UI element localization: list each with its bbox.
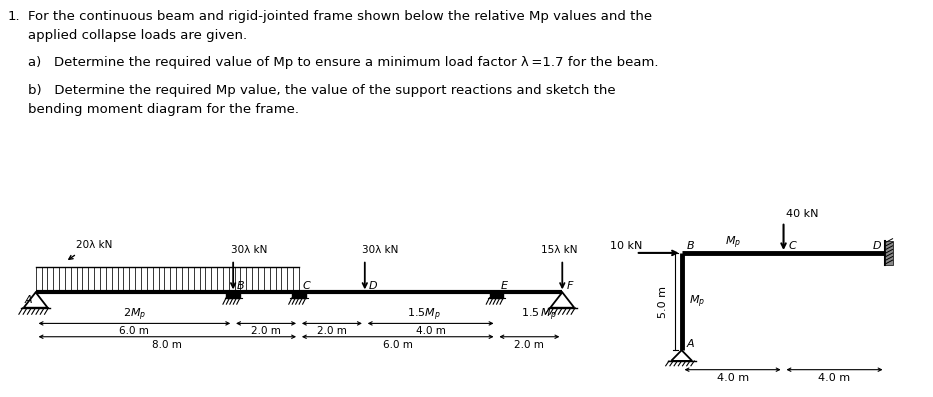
Text: bending moment diagram for the frame.: bending moment diagram for the frame. bbox=[28, 103, 299, 116]
Text: 2.0 m: 2.0 m bbox=[251, 326, 281, 336]
Text: A: A bbox=[686, 339, 694, 349]
Text: $2M_p$: $2M_p$ bbox=[123, 306, 146, 323]
Text: D: D bbox=[873, 241, 882, 251]
Text: B: B bbox=[237, 281, 244, 291]
Text: 20λ kN: 20λ kN bbox=[76, 240, 112, 250]
Text: 10 kN: 10 kN bbox=[610, 241, 643, 251]
Text: $1.5\,M_p$: $1.5\,M_p$ bbox=[522, 306, 557, 323]
Text: b)   Determine the required Mp value, the value of the support reactions and ske: b) Determine the required Mp value, the … bbox=[28, 84, 616, 97]
Text: $M_p$: $M_p$ bbox=[689, 293, 705, 310]
Bar bbox=[292, 292, 306, 298]
Bar bbox=[226, 292, 240, 298]
Text: 8.0 m: 8.0 m bbox=[152, 340, 182, 350]
Text: C: C bbox=[788, 241, 796, 251]
Text: E: E bbox=[500, 281, 508, 291]
Text: a)   Determine the required value of Mp to ensure a minimum load factor λ =1.7 f: a) Determine the required value of Mp to… bbox=[28, 56, 659, 69]
Text: 6.0 m: 6.0 m bbox=[119, 326, 149, 336]
Text: 30λ kN: 30λ kN bbox=[230, 245, 267, 255]
Text: 1.: 1. bbox=[8, 10, 21, 23]
Text: 4.0 m: 4.0 m bbox=[818, 373, 851, 383]
Text: 30λ kN: 30λ kN bbox=[362, 245, 398, 255]
Text: A: A bbox=[25, 295, 33, 304]
Text: 2.0 m: 2.0 m bbox=[317, 326, 347, 336]
Text: $1.5M_p$: $1.5M_p$ bbox=[407, 306, 441, 323]
Bar bbox=[885, 241, 893, 264]
Text: 15λ kN: 15λ kN bbox=[541, 245, 578, 255]
Text: 4.0 m: 4.0 m bbox=[717, 373, 748, 383]
Text: B: B bbox=[686, 241, 694, 251]
Text: 6.0 m: 6.0 m bbox=[383, 340, 412, 350]
Text: applied collapse loads are given.: applied collapse loads are given. bbox=[28, 29, 247, 42]
Bar bbox=[490, 292, 504, 298]
Text: C: C bbox=[303, 281, 311, 291]
Text: D: D bbox=[369, 281, 377, 291]
Text: For the continuous beam and rigid-jointed frame shown below the relative Mp valu: For the continuous beam and rigid-jointe… bbox=[28, 10, 652, 23]
Text: $M_p$: $M_p$ bbox=[725, 234, 741, 251]
Text: 40 kN: 40 kN bbox=[787, 209, 818, 219]
Text: 2.0 m: 2.0 m bbox=[514, 340, 544, 350]
Text: 4.0 m: 4.0 m bbox=[416, 326, 446, 336]
Text: 5.0 m: 5.0 m bbox=[658, 285, 668, 318]
Text: F: F bbox=[566, 281, 573, 291]
